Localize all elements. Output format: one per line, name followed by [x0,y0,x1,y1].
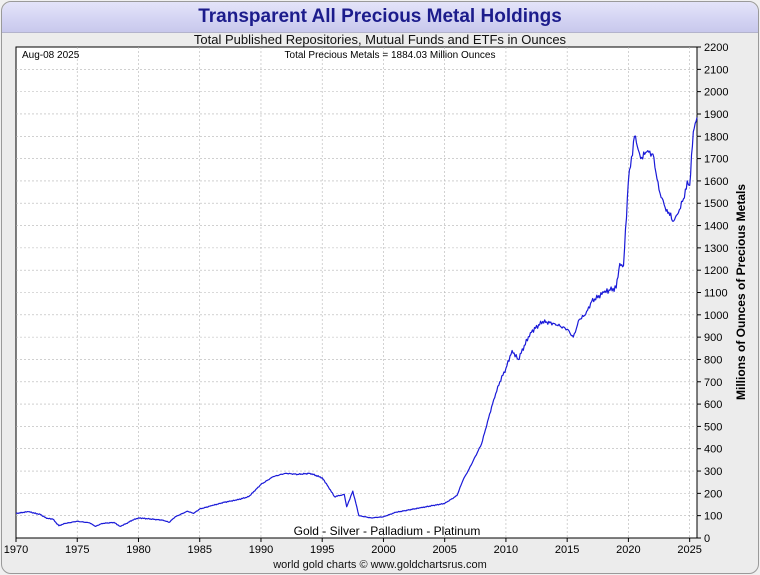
y-tick-label: 600 [704,399,722,411]
x-tick-label: 1995 [310,544,334,556]
y-tick-label: 2100 [704,64,728,76]
legend-text: Gold - Silver - Palladium - Platinum [294,524,481,538]
title-bar: Transparent All Precious Metal Holdings [2,2,758,33]
y-tick-label: 300 [704,466,722,478]
y-tick-label: 1700 [704,154,728,166]
x-tick-label: 2020 [616,544,640,556]
y-tick-label: 900 [704,332,722,344]
series-line-total-precious-metals [15,117,698,527]
y-tick-label: 1300 [704,243,728,255]
y-tick-label: 1800 [704,131,728,143]
y-tick-label: 400 [704,444,722,456]
y-tick-label: 2000 [704,87,728,99]
y-tick-label: 100 [704,511,722,523]
y-tick-label: 200 [704,488,722,500]
footer-credit: world gold charts © www.goldchartsrus.co… [273,559,487,571]
chart-subtitle: Total Published Repositories, Mutual Fun… [193,32,567,47]
y-tick-label: 700 [704,377,722,389]
x-tick-label: 2000 [371,544,395,556]
y-tick-label: 1600 [704,176,728,188]
x-tick-label: 1985 [187,544,211,556]
chart-title: Transparent All Precious Metal Holdings [198,6,562,27]
x-tick-label: 2010 [494,544,518,556]
x-tick-label: 2025 [677,544,701,556]
axis-ticks: 0 100 200 300 400 500 600 700 800 900 1000 1100 1200… [4,42,729,556]
y-tick-label: 0 [704,533,710,545]
y-tick-label: 1900 [704,109,728,121]
y-tick-label: 800 [704,354,722,366]
y-tick-label: 1100 [704,288,728,300]
y-tick-label: 1000 [704,310,728,322]
total-annotation: Total Precious Metals = 1884.03 Million … [285,50,496,61]
x-tick-label: 2005 [432,544,456,556]
y-tick-label: 500 [704,421,722,433]
y-tick-label: 1500 [704,198,728,210]
y-tick-label: 1200 [704,265,728,277]
y-tick-label: 1400 [704,221,728,233]
x-tick-label: 1970 [4,544,28,556]
x-tick-label: 1975 [65,544,89,556]
grid-lines [16,47,697,538]
y-tick-label: 2200 [704,42,728,54]
x-tick-label: 1980 [126,544,150,556]
x-tick-label: 2015 [555,544,579,556]
date-label: Aug-08 2025 [22,50,80,61]
x-tick-label: 1990 [249,544,273,556]
y-axis-label: Millions of Ounces of Precious Metals [734,184,748,400]
